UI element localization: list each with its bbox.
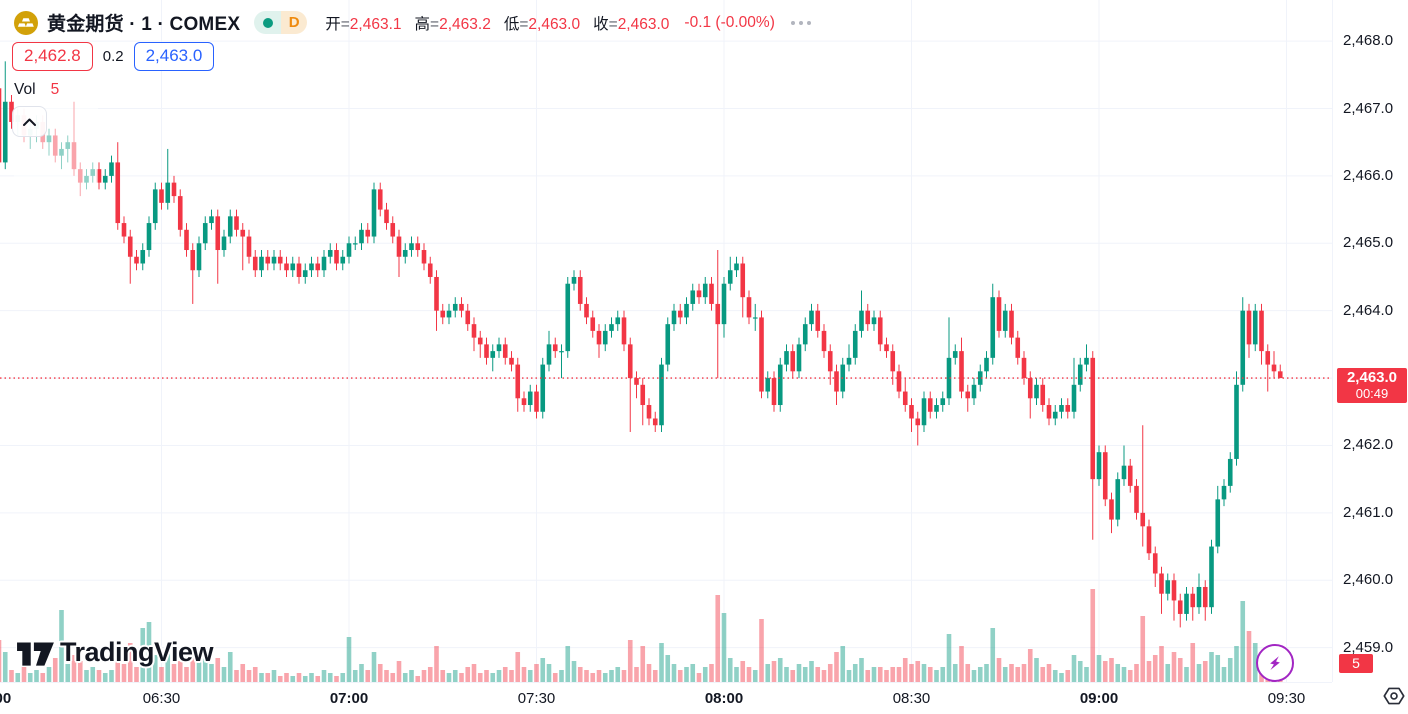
axis-settings-button[interactable] bbox=[1382, 684, 1406, 713]
price-tick-label: 2,465.0 bbox=[1343, 234, 1394, 252]
time-tick-label: 06:00 bbox=[0, 690, 12, 707]
change-value: -0.1 (-0.00%) bbox=[684, 13, 775, 31]
chevron-up-icon bbox=[23, 118, 36, 126]
quote-row: 2,462.8 0.2 2,463.0 bbox=[12, 42, 215, 71]
price-tick-label: 2,462.0 bbox=[1343, 436, 1394, 454]
volume-indicator-value: 5 bbox=[50, 81, 60, 98]
interval-label[interactable]: D bbox=[281, 11, 308, 34]
ohlc-readout: 开=2,463.1 高=2,463.2 低=2,463.0 收=2,463.0 … bbox=[325, 13, 775, 33]
sell-bid-button[interactable]: 2,462.8 bbox=[12, 42, 93, 71]
low-value: 2,463.0 bbox=[528, 15, 581, 33]
time-tick-label: 07:30 bbox=[517, 690, 556, 707]
last-price-label[interactable]: 2,463.0 00:49 bbox=[1337, 367, 1407, 403]
time-tick-label: 07:00 bbox=[329, 690, 369, 707]
buy-ask-button[interactable]: 2,463.0 bbox=[133, 42, 215, 71]
time-tick-label: 09:30 bbox=[1267, 690, 1306, 707]
close-label: 收 bbox=[593, 15, 609, 33]
price-tick-label: 2,467.0 bbox=[1343, 99, 1394, 117]
time-axis[interactable]: 06:00 06:30 07:00 07:30 08:00 08:30 09:00 09:30 bbox=[0, 682, 1332, 714]
more-options-icon[interactable] bbox=[790, 20, 811, 25]
time-tick-label: 08:30 bbox=[892, 690, 931, 707]
price-tick-label: 2,464.0 bbox=[1343, 301, 1394, 319]
quick-trade-button[interactable] bbox=[1256, 644, 1294, 682]
price-tick-label: 2,461.0 bbox=[1343, 503, 1394, 521]
volume-bars bbox=[0, 589, 1283, 682]
symbol-title[interactable]: 黄金期货 · 1 · COMEX bbox=[47, 14, 241, 35]
high-value: 2,463.2 bbox=[439, 15, 491, 33]
last-price-value: 2,463.0 bbox=[1346, 368, 1398, 386]
legend-collapse-button[interactable] bbox=[12, 106, 47, 137]
open-label: 开 bbox=[325, 15, 341, 33]
close-value: 2,463.0 bbox=[617, 15, 670, 33]
price-axis[interactable]: 2,468.0 2,467.0 2,466.0 2,465.0 2,464.0 2,463… bbox=[1332, 0, 1408, 714]
lightning-bolt-icon bbox=[1270, 656, 1280, 671]
volume-indicator-legend: Vol 5 bbox=[14, 81, 59, 99]
candlestick-chart[interactable] bbox=[0, 0, 1332, 682]
market-status-dot-icon bbox=[254, 11, 282, 34]
volume-indicator-label[interactable]: Vol bbox=[14, 81, 36, 98]
time-tick-label: 06:30 bbox=[142, 690, 181, 707]
bar-countdown: 00:49 bbox=[1355, 385, 1389, 401]
low-label: 低 bbox=[503, 15, 520, 33]
watermark-text: TradingView bbox=[60, 636, 214, 667]
gold-futures-icon bbox=[14, 10, 38, 35]
spread-value: 0.2 bbox=[102, 48, 124, 65]
symbol-legend: 黄金期货 · 1 · COMEX D 开=2,463.1 高=2,463.2 低… bbox=[14, 9, 811, 36]
price-tick-label: 2,460.0 bbox=[1343, 571, 1394, 589]
time-tick-label: 08:00 bbox=[704, 690, 744, 707]
gear-icon bbox=[1383, 687, 1405, 704]
open-value: 2,463.1 bbox=[349, 15, 402, 33]
axis-corner bbox=[1332, 682, 1408, 714]
volume-axis-badge: 5 bbox=[1339, 654, 1373, 673]
price-tick-label: 2,468.0 bbox=[1343, 32, 1394, 50]
high-label: 高 bbox=[414, 15, 431, 33]
time-tick-label: 09:00 bbox=[1079, 690, 1119, 707]
candles bbox=[0, 61, 1283, 628]
price-tick-label: 2,459.0 bbox=[1343, 638, 1394, 656]
tradingview-logo-icon bbox=[16, 641, 56, 667]
price-tick-label: 2,466.0 bbox=[1343, 166, 1394, 184]
tradingview-watermark: TradingView bbox=[16, 634, 214, 670]
interval-badge[interactable]: D bbox=[254, 11, 308, 34]
